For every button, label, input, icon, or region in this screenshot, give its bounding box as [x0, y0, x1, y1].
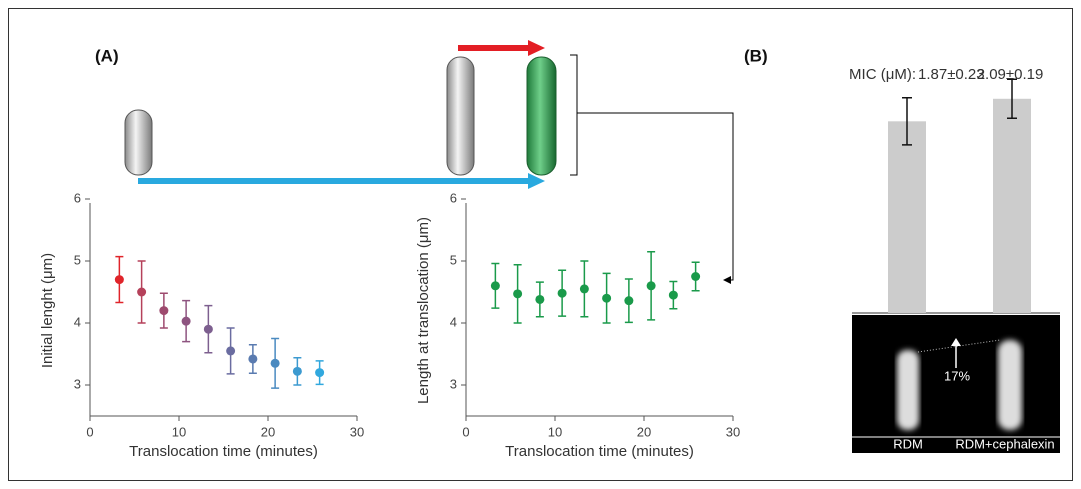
y-tick-label: 4 — [450, 314, 457, 329]
y-tick-label: 6 — [450, 190, 457, 205]
point — [513, 289, 523, 299]
point — [535, 294, 545, 304]
point — [292, 366, 302, 376]
error-bar — [902, 97, 912, 146]
y-tick-label: 6 — [74, 190, 81, 205]
point — [691, 272, 701, 281]
y-axis-label: Initial lenght (μm) — [39, 253, 56, 368]
x-tick-label: 0 — [462, 424, 469, 439]
x-tick-label: 30 — [726, 424, 740, 439]
y-tick-label: 3 — [450, 376, 457, 391]
point — [490, 281, 500, 291]
label-prefix: MIC (μM): — [849, 66, 916, 83]
y-axis-label: Length at translocation (μm) — [415, 217, 432, 404]
bar — [993, 98, 1031, 314]
frame — [8, 8, 1073, 481]
category-label: RDM — [893, 436, 923, 451]
category-label: RDM+cephalexin — [955, 436, 1054, 451]
annotation: 17% — [944, 368, 970, 383]
panel-label: (A) — [95, 46, 119, 65]
x-tick-label: 20 — [261, 424, 275, 439]
value-label: 2.09±0.19 — [977, 66, 1044, 83]
point — [226, 346, 236, 356]
point — [557, 288, 567, 298]
point — [646, 281, 656, 291]
y-tick-label: 4 — [74, 314, 81, 329]
point — [270, 358, 280, 368]
x-tick-label: 20 — [637, 424, 651, 439]
point — [602, 293, 612, 303]
x-tick-label: 10 — [172, 424, 186, 439]
value-label: 1.87±0.23 — [918, 66, 985, 83]
point — [181, 316, 191, 326]
x-axis-label: Translocation time (minutes) — [129, 443, 318, 460]
point — [114, 275, 124, 285]
point — [248, 354, 258, 364]
point — [159, 306, 169, 316]
point — [137, 287, 147, 297]
x-tick-label: 30 — [350, 424, 364, 439]
y-tick-label: 5 — [450, 252, 457, 267]
y-tick-label: 5 — [74, 252, 81, 267]
point — [315, 368, 325, 378]
x-tick-label: 10 — [548, 424, 562, 439]
schematic — [124, 40, 734, 284]
x-axis-label: Translocation time (minutes) — [505, 443, 694, 460]
error-bar — [1007, 78, 1017, 119]
x-tick-label: 0 — [86, 424, 93, 439]
point — [624, 296, 634, 306]
point — [203, 324, 213, 334]
point — [579, 284, 589, 294]
bar — [888, 121, 926, 313]
panel-label: (B) — [744, 46, 768, 65]
y-tick-label: 3 — [74, 376, 81, 391]
point — [668, 290, 678, 300]
micrograph — [852, 312, 1060, 453]
